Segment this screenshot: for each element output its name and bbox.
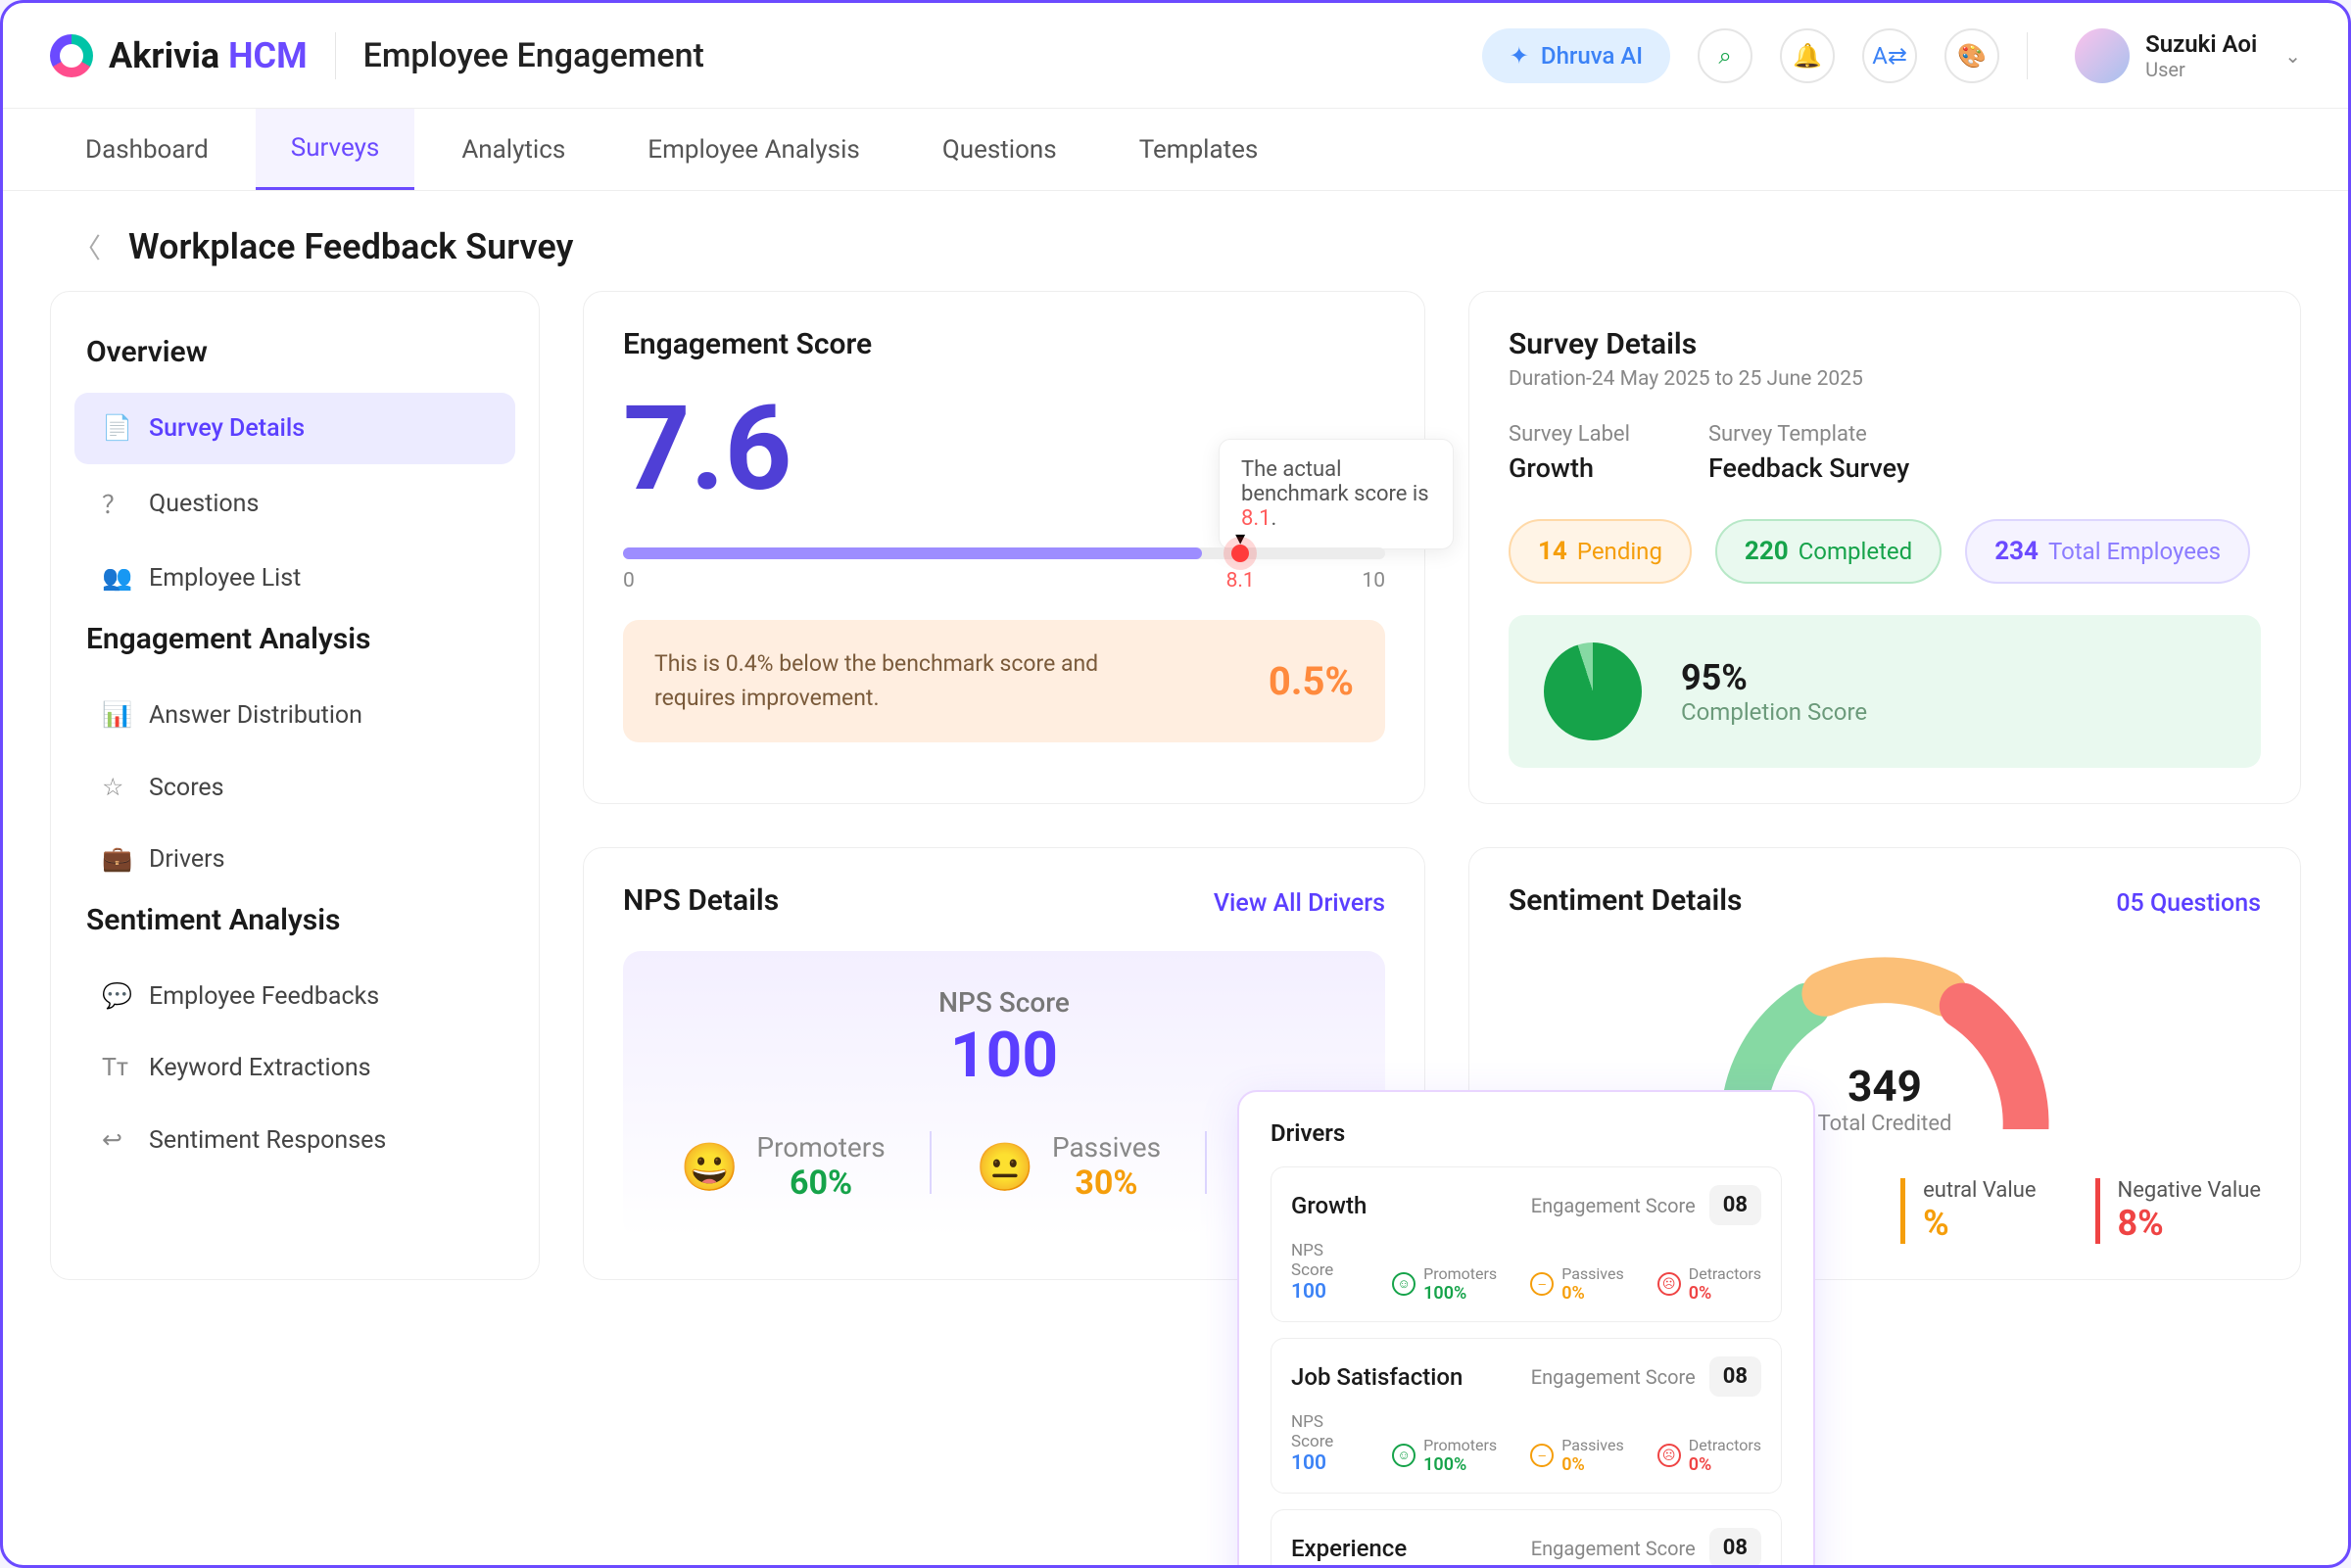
sparkle-icon: ✦ <box>1510 42 1529 70</box>
sidebar-item-questions[interactable]: ？Questions <box>74 464 515 543</box>
help-icon: ？ <box>102 486 129 521</box>
doc-icon: 📄 <box>102 414 129 443</box>
search-button[interactable]: ⌕ <box>1698 28 1752 83</box>
pending-pill: 14 Pending <box>1509 519 1692 584</box>
benchmark-label: 8.1 <box>1226 569 1255 593</box>
negative-value: Negative Value 8% <box>2095 1178 2262 1244</box>
user-role: User <box>2145 58 2257 81</box>
star-icon: ☆ <box>102 773 129 802</box>
divider <box>2027 32 2028 79</box>
user-menu[interactable]: Suzuki Aoi User ⌄ <box>2075 28 2301 83</box>
chevron-down-icon: ⌄ <box>2284 44 2301 68</box>
divider <box>335 32 336 79</box>
notifications-button[interactable]: 🔔 <box>1780 28 1835 83</box>
breadcrumb: 〈 Workplace Feedback Survey <box>3 191 2348 291</box>
tab-questions[interactable]: Questions <box>907 109 1092 190</box>
app-header: Akrivia HCM Employee Engagement ✦ Dhruva… <box>3 3 2348 109</box>
survey-duration: Duration-24 May 2025 to 25 June 2025 <box>1509 367 2261 391</box>
translate-icon: A⇄ <box>1872 42 1907 70</box>
completion-percent: 95% <box>1681 657 1867 698</box>
sidebar-item-employee-feedbacks[interactable]: 💬Employee Feedbacks <box>74 961 515 1032</box>
page-title: Employee Engagement <box>363 36 704 75</box>
sidebar-item-survey-details[interactable]: 📄Survey Details <box>74 393 515 464</box>
avatar <box>2075 28 2130 83</box>
tab-surveys[interactable]: Surveys <box>256 109 415 190</box>
emoji-icon: 😀 <box>681 1139 740 1195</box>
logo[interactable]: Akrivia HCM <box>50 34 308 77</box>
completion-donut <box>1544 642 1642 740</box>
completion-score-box: 95% Completion Score <box>1509 615 2261 768</box>
total-credited-value: 349 <box>1818 1061 1952 1112</box>
briefcase-icon: 💼 <box>102 845 129 874</box>
logo-text: Akrivia HCM <box>109 35 308 76</box>
score-slider: ▾ 0 8.1 10 <box>623 547 1385 593</box>
palette-icon: 🎨 <box>1957 42 1987 70</box>
benchmark-tooltip: The actual benchmark score is 8.1. <box>1219 439 1454 549</box>
tab-templates[interactable]: Templates <box>1104 109 1294 190</box>
nps-score-value: 100 <box>658 1019 1350 1092</box>
slider-min: 0 <box>623 569 635 593</box>
sidebar-item-keyword-extractions[interactable]: TтKeyword Extractions <box>74 1032 515 1104</box>
nav-tabs: DashboardSurveysAnalyticsEmployee Analys… <box>3 109 2348 191</box>
drivers-popup: Drivers Growth Engagement Score08 NPS Sc… <box>1237 1090 1815 1568</box>
logo-icon <box>50 34 93 77</box>
total-employees-pill: 234 Total Employees <box>1965 519 2250 584</box>
survey-template-value: Feedback Survey <box>1708 452 1909 484</box>
sidebar-item-scores[interactable]: ☆Scores <box>74 751 515 824</box>
driver-item[interactable]: Experience Engagement Score08 <box>1271 1509 1782 1568</box>
sidebar-item-employee-list[interactable]: 👥Employee List <box>74 543 515 614</box>
sidebar-item-answer-distribution[interactable]: 📊Answer Distribution <box>74 680 515 751</box>
sidebar-heading: Overview <box>86 335 504 369</box>
neutral-value: eutral Value % <box>1900 1178 2036 1244</box>
theme-button[interactable]: 🎨 <box>1944 28 1999 83</box>
survey-title: Workplace Feedback Survey <box>128 226 573 267</box>
card-title: Engagement Score <box>623 327 1385 361</box>
sidebar-item-sentiment-responses[interactable]: ↩Sentiment Responses <box>74 1104 515 1176</box>
completed-pill: 220 Completed <box>1715 519 1942 584</box>
card-title: Survey Details <box>1509 327 2261 361</box>
driver-item[interactable]: Job Satisfaction Engagement Score08 NPS … <box>1271 1338 1782 1494</box>
tab-employee-analysis[interactable]: Employee Analysis <box>612 109 895 190</box>
engagement-score-card: Engagement Score 7.6 The actual benchmar… <box>583 291 1425 804</box>
survey-details-card: Survey Details Duration-24 May 2025 to 2… <box>1468 291 2301 804</box>
view-all-drivers-link[interactable]: View All Drivers <box>1214 889 1385 918</box>
tab-dashboard[interactable]: Dashboard <box>50 109 244 190</box>
nps-segment-pass: 😐 Passives 30% <box>976 1131 1161 1203</box>
sidebar: Overview 📄Survey Details？Questions👥Employ… <box>50 291 540 1280</box>
slider-max: 10 <box>1362 569 1385 593</box>
delta-percent: 0.5% <box>1269 658 1354 704</box>
chart-icon: 📊 <box>102 701 129 730</box>
translate-button[interactable]: A⇄ <box>1862 28 1917 83</box>
sidebar-item-drivers[interactable]: 💼Drivers <box>74 824 515 895</box>
survey-label-value: Growth <box>1509 452 1630 484</box>
back-button[interactable]: 〈 <box>73 227 101 266</box>
ai-assistant-button[interactable]: ✦ Dhruva AI <box>1482 28 1670 83</box>
search-icon: ⌕ <box>1718 42 1731 70</box>
improvement-warning: This is 0.4% below the benchmark score a… <box>623 620 1385 742</box>
user-name: Suzuki Aoi <box>2145 30 2257 58</box>
sidebar-heading: Engagement Analysis <box>86 622 504 656</box>
questions-link[interactable]: 05 Questions <box>2116 889 2261 918</box>
chat-icon: 💬 <box>102 982 129 1011</box>
bell-icon: 🔔 <box>1793 42 1822 70</box>
emoji-icon: 😐 <box>976 1139 1034 1195</box>
people-icon: 👥 <box>102 564 129 593</box>
nps-segment-prom: 😀 Promoters 60% <box>681 1131 886 1203</box>
sidebar-heading: Sentiment Analysis <box>86 903 504 937</box>
tab-analytics[interactable]: Analytics <box>426 109 600 190</box>
text-icon: Tт <box>102 1054 129 1082</box>
reply-icon: ↩ <box>102 1125 129 1155</box>
benchmark-marker <box>1231 545 1249 562</box>
driver-item[interactable]: Growth Engagement Score08 NPS Score100 ☺… <box>1271 1166 1782 1322</box>
